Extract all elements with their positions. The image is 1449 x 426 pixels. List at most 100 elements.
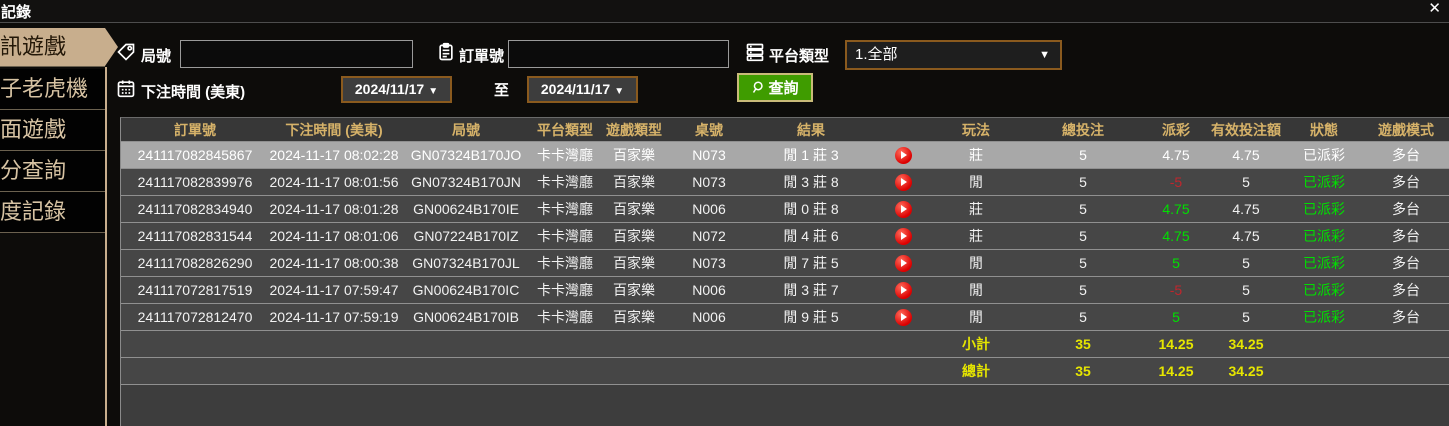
play-video-button[interactable] [894, 173, 912, 191]
round-no-input[interactable] [180, 40, 413, 68]
platform-type-select[interactable]: 1.全部 ▼ [845, 40, 1062, 70]
sidebar-item-slot-machines[interactable]: 子老虎機 [0, 69, 105, 110]
cell-platform: 卡卡灣廳 [533, 195, 597, 223]
round-no-label: 局號 [141, 48, 172, 65]
cell-game-type: 百家樂 [597, 222, 671, 250]
sidebar-item-points-query[interactable]: 分查詢 [0, 151, 105, 192]
col-game-type: 遊戲類型 [597, 118, 671, 142]
sidebar-item-label: 子老虎機 [0, 76, 89, 101]
cell-table-no: N073 [671, 249, 747, 277]
play-video-button[interactable] [894, 200, 912, 218]
cell-play [875, 141, 931, 169]
cell-game-mode: 多台 [1363, 141, 1449, 169]
cell-status: 已派彩 [1285, 249, 1363, 277]
cell-valid-bet: 5 [1207, 276, 1285, 304]
date-to-picker[interactable]: 2024/11/17 ▼ [527, 76, 638, 103]
cell-bet-type: 莊 [931, 141, 1021, 169]
cell-table-no: N006 [671, 195, 747, 223]
window-title: 記錄 [1, 4, 32, 21]
cell-bet-time: 2024-11-17 07:59:47 [269, 276, 399, 304]
cell-bet-time: 2024-11-17 08:02:28 [269, 141, 399, 169]
calendar-icon [117, 80, 135, 98]
date-from-picker[interactable]: 2024/11/17 ▼ [341, 76, 452, 103]
subtotal-payout: 14.25 [1145, 330, 1207, 358]
play-icon [901, 232, 907, 241]
date-to-value: 2024/11/17 [540, 81, 611, 97]
subtotal-label: 小計 [931, 330, 1021, 358]
sidebar-item-quota-records[interactable]: 度記錄 [0, 192, 105, 233]
col-bet-type: 玩法 [931, 118, 1021, 142]
cell-platform: 卡卡灣廳 [533, 249, 597, 277]
cell-platform: 卡卡灣廳 [533, 168, 597, 196]
table-row[interactable]: 241117082834940 2024-11-17 08:01:28 GN00… [121, 195, 1449, 223]
play-icon [901, 313, 907, 322]
query-button[interactable]: 查詢 [737, 73, 813, 102]
search-icon [753, 81, 764, 93]
cell-valid-bet: 5 [1207, 168, 1285, 196]
play-video-button[interactable] [894, 308, 912, 326]
cell-bet-time: 2024-11-17 08:01:06 [269, 222, 399, 250]
play-video-button[interactable] [894, 227, 912, 245]
cell-valid-bet: 4.75 [1207, 222, 1285, 250]
cell-result: 閒 9 莊 5 [747, 303, 875, 331]
cell-payout: 4.75 [1145, 222, 1207, 250]
cell-play [875, 195, 931, 223]
cell-valid-bet: 5 [1207, 303, 1285, 331]
table-row[interactable]: 241117072812470 2024-11-17 07:59:19 GN00… [121, 303, 1449, 331]
cell-bet-type: 莊 [931, 222, 1021, 250]
cell-round-id: GN07224B170IZ [399, 222, 533, 250]
table-row[interactable]: 241117082839976 2024-11-17 08:01:56 GN07… [121, 168, 1449, 196]
table-header-row: 訂單號 下注時間 (美東) 局號 平台類型 遊戲類型 桌號 結果 玩法 總投注 … [121, 118, 1449, 142]
cell-total-bet: 5 [1021, 195, 1145, 223]
play-video-button[interactable] [894, 281, 912, 299]
date-range-to-label: 至 [494, 82, 510, 99]
sidebar-item-table-games[interactable]: 面遊戲 [0, 110, 105, 151]
cell-valid-bet: 5 [1207, 249, 1285, 277]
cell-game-type: 百家樂 [597, 195, 671, 223]
cell-result: 閒 1 莊 3 [747, 141, 875, 169]
cell-platform: 卡卡灣廳 [533, 303, 597, 331]
play-icon [901, 205, 907, 214]
tag-icon [117, 43, 135, 61]
cell-valid-bet: 4.75 [1207, 195, 1285, 223]
cell-bet-type: 閒 [931, 168, 1021, 196]
cell-game-type: 百家樂 [597, 276, 671, 304]
col-payout: 派彩 [1145, 118, 1207, 142]
order-no-input[interactable] [508, 40, 729, 68]
sidebar-item-video-games[interactable]: 訊遊戲 [0, 28, 105, 67]
cell-status: 已派彩 [1285, 168, 1363, 196]
bet-time-label: 下注時間 (美東) [141, 84, 246, 101]
play-video-button[interactable] [894, 146, 912, 164]
col-game-mode: 遊戲模式 [1363, 118, 1449, 142]
table-row[interactable]: 241117082826290 2024-11-17 08:00:38 GN07… [121, 249, 1449, 277]
cell-payout: 4.75 [1145, 141, 1207, 169]
table-row[interactable]: 241117072817519 2024-11-17 07:59:47 GN00… [121, 276, 1449, 304]
col-bet-time: 下注時間 (美東) [269, 118, 399, 142]
sidebar-divider [105, 67, 107, 426]
close-icon[interactable]: ✕ [1428, 0, 1441, 17]
titlebar: 記錄 ✕ [0, 0, 1449, 23]
cell-result: 閒 7 莊 5 [747, 249, 875, 277]
cell-status: 已派彩 [1285, 303, 1363, 331]
cell-game-mode: 多台 [1363, 276, 1449, 304]
cell-status: 已派彩 [1285, 141, 1363, 169]
cell-round-id: GN00624B170IB [399, 303, 533, 331]
cell-play [875, 303, 931, 331]
cell-order-id: 241117082845867 [121, 141, 269, 169]
play-video-button[interactable] [894, 254, 912, 272]
cell-round-id: GN00624B170IE [399, 195, 533, 223]
grand-total-valid-bet: 34.25 [1207, 357, 1285, 385]
table-row[interactable]: 241117082831544 2024-11-17 08:01:06 GN07… [121, 222, 1449, 250]
table-row[interactable]: 241117082845867 2024-11-17 08:02:28 GN07… [121, 141, 1449, 169]
cell-total-bet: 5 [1021, 168, 1145, 196]
grand-total-row: 總計 35 14.25 34.25 [121, 357, 1449, 385]
subtotal-total-bet: 35 [1021, 330, 1145, 358]
chevron-down-icon: ▼ [614, 86, 625, 97]
cell-bet-type: 閒 [931, 249, 1021, 277]
cell-platform: 卡卡灣廳 [533, 141, 597, 169]
col-table-no: 桌號 [671, 118, 747, 142]
cell-payout: -5 [1145, 168, 1207, 196]
cell-table-no: N006 [671, 303, 747, 331]
grand-total-total-bet: 35 [1021, 357, 1145, 385]
